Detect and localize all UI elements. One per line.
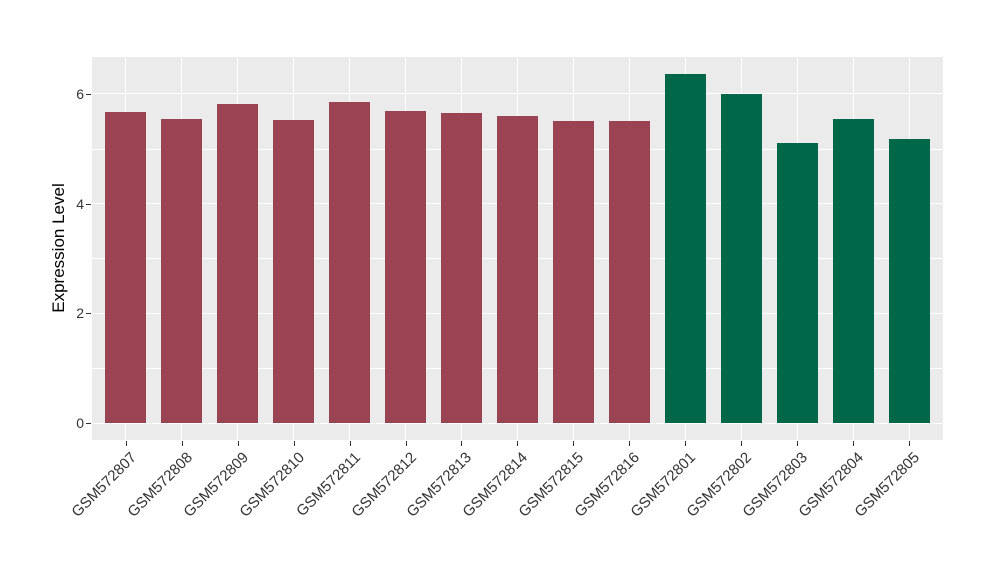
x-tick-mark bbox=[237, 441, 239, 446]
x-tick-mark bbox=[517, 441, 519, 446]
bar-GSM572802 bbox=[720, 94, 762, 424]
bar-GSM572801 bbox=[664, 74, 706, 424]
y-tick-mark bbox=[86, 203, 91, 205]
major-gridline bbox=[92, 92, 943, 95]
x-tick-mark bbox=[685, 441, 687, 446]
x-tick-mark bbox=[853, 441, 855, 446]
y-tick-label: 0 bbox=[76, 415, 84, 432]
x-tick-mark bbox=[741, 441, 743, 446]
bar-GSM572807 bbox=[105, 112, 147, 424]
bar-GSM572811 bbox=[329, 102, 371, 424]
plot-panel bbox=[92, 57, 943, 440]
x-tick-mark bbox=[181, 441, 183, 446]
y-tick-label: 6 bbox=[76, 85, 84, 102]
bar-GSM572812 bbox=[385, 110, 426, 424]
x-tick-mark bbox=[405, 441, 407, 446]
bar-GSM572813 bbox=[440, 113, 482, 424]
y-tick-mark bbox=[86, 93, 91, 95]
bar-GSM572803 bbox=[776, 143, 818, 424]
x-tick-mark bbox=[909, 441, 911, 446]
bar-GSM572804 bbox=[832, 118, 874, 424]
y-tick-mark bbox=[86, 423, 91, 425]
bar-GSM572810 bbox=[273, 120, 315, 424]
x-tick-mark bbox=[629, 441, 631, 446]
y-tick-mark bbox=[86, 313, 91, 315]
bar-GSM572805 bbox=[888, 138, 930, 424]
x-tick-mark bbox=[461, 441, 463, 446]
x-tick-mark bbox=[349, 441, 351, 446]
x-tick-mark bbox=[797, 441, 799, 446]
bar-GSM572816 bbox=[608, 121, 650, 424]
bar-GSM572815 bbox=[552, 121, 594, 424]
y-tick-label: 4 bbox=[76, 195, 84, 212]
x-tick-mark bbox=[573, 441, 575, 446]
major-gridline bbox=[92, 422, 943, 425]
bar-GSM572808 bbox=[161, 118, 203, 424]
x-tick-mark bbox=[293, 441, 295, 446]
bar-GSM572814 bbox=[496, 115, 538, 424]
x-tick-mark bbox=[125, 441, 127, 446]
bar-GSM572809 bbox=[217, 103, 259, 424]
y-tick-label: 2 bbox=[76, 305, 84, 322]
